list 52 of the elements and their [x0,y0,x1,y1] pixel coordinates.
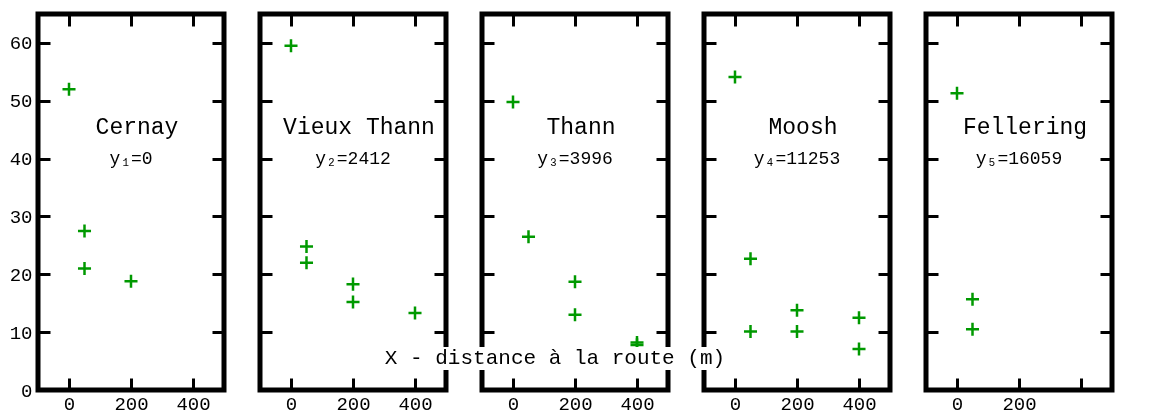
annotation: Thann [546,114,616,141]
point [345,294,361,310]
y-tick-label: 40 [9,149,33,172]
x-tick-label: 400 [398,393,433,416]
annotation: y₄=11253 [753,148,841,169]
y-tick-label: 50 [9,91,33,114]
x-tick-label: 200 [114,393,149,416]
x-tick-label: 400 [842,393,877,416]
x-tick-label: 200 [336,393,371,416]
point [345,276,361,292]
point [520,228,537,245]
point [789,302,805,318]
x-tick-label: 200 [558,393,593,416]
point [407,305,423,321]
x-tick-label: 0 [951,393,964,416]
point [61,81,77,97]
x-tick-label: 400 [620,393,655,416]
point [851,309,867,326]
point [298,254,315,271]
y-tick-label: 60 [9,33,33,56]
point [742,250,759,267]
point [123,273,139,290]
y-tick-label: 20 [9,264,33,287]
x-tick-label: 200 [780,393,815,416]
point [283,38,299,54]
annotation: Vieux Thann [283,114,435,141]
point [727,69,743,85]
point [298,238,315,255]
point [76,260,93,277]
point [505,94,521,110]
annotation: y₅=16059 [975,148,1063,169]
y-tick-label: 10 [9,322,33,345]
annotation: y₁=0 [109,148,153,169]
x-tick-label: 0 [729,393,742,416]
point [742,323,759,340]
annotation: y₂=2412 [315,148,391,169]
point [567,307,583,323]
point [789,323,805,340]
x-tick-label: 400 [176,393,211,416]
x-tick-label: 0 [285,393,298,416]
x-tick-label: 0 [507,393,520,416]
x-axis-title: X - distance à la route (m) [380,347,730,370]
annotation: Cernay [95,114,179,141]
point [76,223,93,239]
annotation: Moosh [768,114,838,141]
annotation: Fellering [962,114,1088,141]
annotation: y₃=3996 [537,148,613,169]
x-tick-label: 0 [63,393,76,416]
y-tick-label: 30 [9,206,33,229]
point [851,341,867,357]
x-tick-label: 200 [1002,393,1037,416]
point [567,274,583,290]
